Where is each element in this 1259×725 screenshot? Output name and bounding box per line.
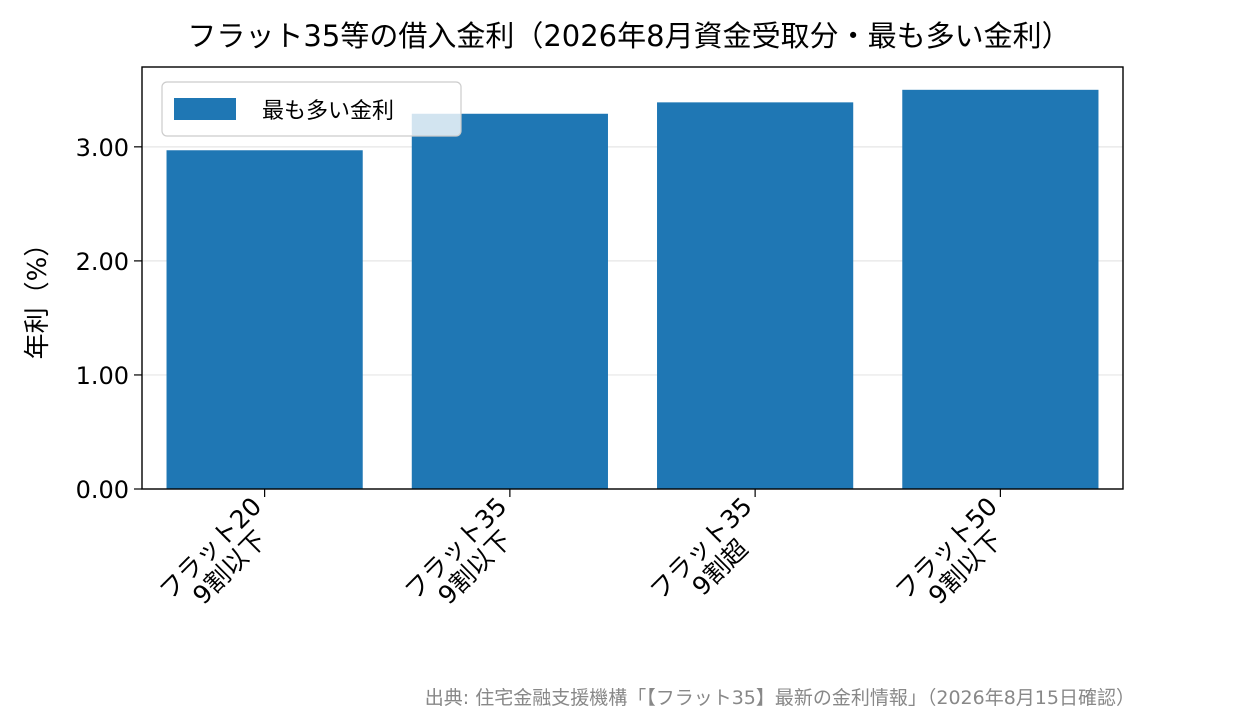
y-tick-label: 3.00 — [76, 134, 129, 162]
y-tick-label: 2.00 — [76, 248, 129, 276]
y-axis-ticks: 0.00 1.00 2.00 3.00 — [76, 134, 142, 504]
legend: 最も多い金利 — [161, 81, 462, 137]
y-tick-label: 1.00 — [76, 362, 129, 390]
bar — [657, 102, 854, 490]
bar — [411, 113, 608, 490]
plot-frame — [141, 66, 1124, 490]
legend-box — [161, 81, 462, 137]
source-note: 出典: 住宅金融支援機構「【フラット35】最新の金利情報」（2026年8月15日… — [425, 687, 1135, 709]
y-axis-label: 年利（%） — [23, 231, 53, 360]
legend-swatch — [174, 98, 236, 120]
bar — [166, 150, 363, 489]
bar — [902, 89, 1099, 489]
y-tick-label: 0.00 — [76, 476, 129, 504]
legend-label: 最も多い金利 — [262, 99, 394, 124]
chart-title: フラット35等の借入金利（2026年8月資金受取分・最も多い金利） — [187, 19, 1070, 53]
bars — [166, 89, 1099, 490]
